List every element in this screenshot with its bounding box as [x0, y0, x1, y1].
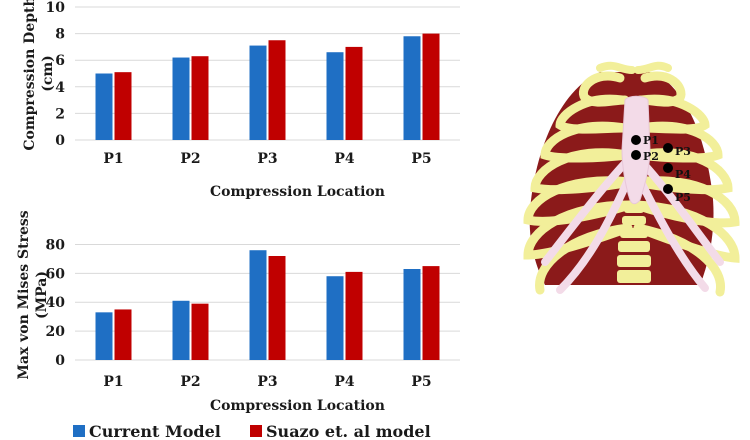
bar-current-p3 [249, 45, 267, 140]
x-tick-label: P5 [411, 374, 431, 390]
bar-current-p2 [172, 300, 190, 360]
bar-suazo-p1 [114, 309, 132, 360]
x-tick-label: P3 [257, 374, 277, 390]
x-tick-label: P3 [257, 151, 277, 167]
bar-current-p5 [403, 269, 421, 360]
bar-current-p1 [95, 312, 113, 360]
point-p5-marker [663, 184, 673, 194]
point-p2-marker [631, 150, 641, 160]
y-tick-label: 40 [46, 295, 66, 311]
y-tick-label: 80 [46, 237, 66, 253]
y-tick-label: 10 [46, 0, 66, 16]
x-tick-label: P1 [103, 151, 123, 167]
x-tick-label: P1 [103, 374, 123, 390]
y-axis-title: Max von Mises Stress (MPa) [16, 210, 50, 379]
bar-suazo-p4 [345, 271, 363, 360]
point-p3-label: P3 [675, 145, 691, 158]
x-tick-label: P5 [411, 151, 431, 167]
point-p5-label: P5 [675, 191, 691, 204]
y-axis-title: Compression Depth (cm) [22, 0, 56, 151]
bar-suazo-p5 [422, 33, 440, 140]
point-p1-marker [631, 135, 641, 145]
legend-swatch-current [73, 425, 85, 437]
point-p4-label: P4 [675, 168, 691, 181]
spine [617, 205, 651, 283]
x-axis-title: Compression Location [210, 184, 385, 200]
legend-swatch-suazo [250, 425, 262, 437]
point-p2-label: P2 [643, 150, 659, 163]
x-tick-label: P4 [334, 151, 355, 167]
costal-cartilage [541, 156, 724, 294]
bar-current-p3 [249, 250, 267, 360]
y-tick-label: 6 [55, 53, 65, 69]
bar-suazo-p3 [268, 40, 286, 140]
bar-current-p1 [95, 73, 113, 140]
y-tick-label: 0 [55, 133, 65, 149]
clavicle [596, 61, 672, 74]
point-p4-marker [663, 163, 673, 173]
bar-suazo-p2 [191, 56, 209, 140]
y-tick-label: 2 [55, 106, 65, 122]
legend: Current Model Suazo et. al model [73, 422, 431, 440]
x-axis-title: Compression Location [210, 398, 385, 414]
compression-points: P1 P2 P3 P4 P5 [631, 134, 691, 204]
y-tick-label: 20 [46, 324, 66, 340]
x-tick-label: P2 [180, 151, 200, 167]
bar-current-p2 [172, 57, 190, 140]
bar-suazo-p4 [345, 46, 363, 140]
ribcage-illustration: P1 P2 P3 P4 P5 [523, 61, 740, 297]
y-tick-label: 60 [46, 266, 66, 282]
point-p3-marker [663, 143, 673, 153]
bar-suazo-p3 [268, 256, 286, 360]
y-tick-label: 8 [55, 27, 65, 43]
y-tick-label: 4 [55, 80, 65, 96]
bar-current-p4 [326, 276, 344, 360]
x-tick-label: P4 [334, 374, 355, 390]
bar-suazo-p5 [422, 266, 440, 360]
legend-label-current: Current Model [89, 422, 221, 440]
point-p1-label: P1 [643, 134, 659, 147]
bar-suazo-p2 [191, 303, 209, 360]
bar-current-p5 [403, 36, 421, 141]
von-mises-stress-chart: 0 20 40 60 80 P1 P2 P3 P4 P5 Compression Location M… [16, 210, 460, 414]
x-tick-label: P2 [180, 374, 200, 390]
y-tick-label: 0 [55, 353, 65, 369]
legend-label-suazo: Suazo et. al model [266, 422, 431, 440]
compression-depth-chart: 0 2 4 6 8 10 P1 P2 P3 P4 P5 Compression Location Com… [22, 0, 460, 200]
bar-current-p4 [326, 52, 344, 140]
bar-suazo-p1 [114, 72, 132, 140]
